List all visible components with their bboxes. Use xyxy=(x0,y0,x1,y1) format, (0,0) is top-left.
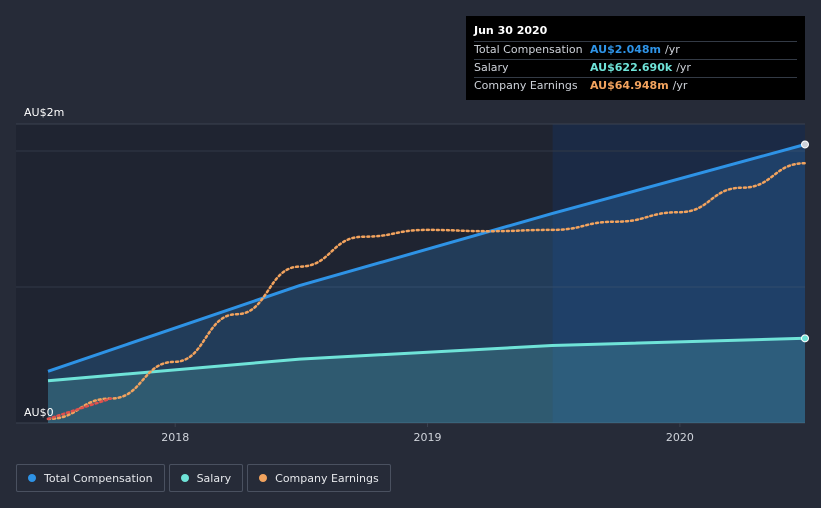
x-tick-label-2020: 2020 xyxy=(665,431,694,444)
company-earnings-negative-segment xyxy=(46,397,113,421)
hover-tooltip: Jun 30 2020 Total Compensation AU$2.048m… xyxy=(466,16,805,100)
total-compensation-end-point xyxy=(801,140,809,149)
total-compensation-line xyxy=(47,143,806,373)
tooltip-unit: /yr xyxy=(665,43,680,56)
highlight-region xyxy=(552,124,805,423)
legend-label: Salary xyxy=(196,471,232,485)
y-axis-top-label: AU$2m xyxy=(24,106,65,119)
tooltip-unit: /yr xyxy=(676,61,691,74)
tooltip-value-text: AU$64.948m xyxy=(590,79,669,92)
tooltip-value: AU$64.948m/yr xyxy=(590,78,687,94)
tooltip-label: Salary xyxy=(474,61,509,74)
company-earnings-line xyxy=(46,161,807,421)
salary-line xyxy=(47,336,806,383)
total-compensation-area xyxy=(48,144,805,423)
legend-item-total-compensation[interactable]: Total Compensation xyxy=(16,464,165,492)
chart-legend: Total Compensation Salary Company Earnin… xyxy=(16,464,391,492)
legend-dot-icon xyxy=(28,474,36,482)
tooltip-value: AU$2.048m/yr xyxy=(590,42,680,58)
tooltip-value: AU$622.690k/yr xyxy=(590,60,691,76)
salary-end-point xyxy=(801,334,809,343)
tooltip-row-company-earnings: Company Earnings AU$64.948m/yr xyxy=(474,78,797,95)
x-tick-label-2019: 2019 xyxy=(413,431,442,444)
tooltip-row-salary: Salary AU$622.690k/yr xyxy=(474,60,797,78)
legend-label: Company Earnings xyxy=(275,471,379,485)
tooltip-unit: /yr xyxy=(672,79,688,92)
tooltip-label: Company Earnings xyxy=(474,79,578,92)
y-axis-bottom-label: AU$0 xyxy=(24,406,54,419)
legend-item-salary[interactable]: Salary xyxy=(168,464,244,492)
tooltip-value-text: AU$2.048m xyxy=(590,43,662,56)
legend-dot-icon xyxy=(259,474,268,482)
salary-area xyxy=(48,338,805,423)
tooltip-value-text: AU$622.690k xyxy=(590,61,673,74)
legend-label: Total Compensation xyxy=(44,471,153,485)
x-tick-label-2018: 2018 xyxy=(161,431,190,444)
tooltip-row-total-compensation: Total Compensation AU$2.048m/yr xyxy=(474,42,797,60)
legend-item-company-earnings[interactable]: Company Earnings xyxy=(247,464,391,492)
tooltip-date: Jun 30 2020 xyxy=(474,23,797,42)
tooltip-label: Total Compensation xyxy=(474,43,583,56)
legend-dot-icon xyxy=(180,474,189,482)
